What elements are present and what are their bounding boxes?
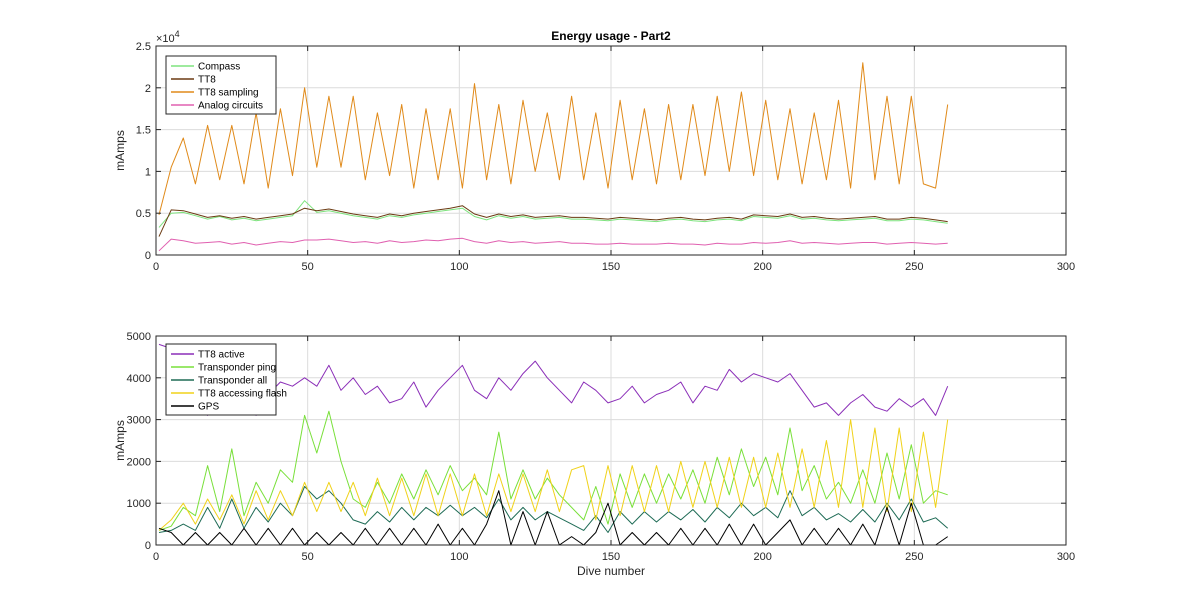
x-tick-label: 0 [153, 551, 159, 563]
chart-title: Energy usage - Part2 [551, 29, 671, 43]
energy-usage-top-axes: 0 50 100 150 200 250 300 0 0.5 1 1.5 2 2.5 ×104 Energy… [113, 29, 1075, 273]
y-tick-label: 0 [145, 540, 151, 552]
legend-entry: Compass [198, 62, 240, 73]
series-line-tt8-sampling [158, 62, 949, 216]
series-line-compass [158, 200, 948, 228]
y-tick-label: 2 [145, 83, 151, 95]
series-line-transponder-ping [158, 410, 948, 531]
x-axis-label: Dive number [577, 564, 645, 578]
legend-entry: TT8 active [198, 350, 245, 361]
x-tick-label: 250 [905, 261, 923, 273]
series-line-tt8-accessing-flash [158, 419, 949, 531]
series-line-tt8-active [158, 343, 949, 416]
series-line-tt8 [158, 205, 948, 237]
x-tick-label: 0 [153, 261, 159, 273]
y-tick-label: 1 [145, 166, 151, 178]
y-tick-label: 0 [145, 250, 151, 262]
legend-entry: Transponder all [198, 376, 267, 387]
y-tick-label: 0.5 [136, 208, 151, 220]
legend-entry: Analog circuits [198, 101, 263, 112]
x-tick-label: 50 [302, 551, 314, 563]
series-line-gps [158, 490, 948, 546]
legend-entry: GPS [198, 402, 219, 413]
x-tick-label: 300 [1057, 551, 1075, 563]
y-tick-label: 1000 [127, 498, 151, 510]
legend-entry: Transponder ping [198, 363, 276, 374]
x-tick-label: 150 [602, 261, 620, 273]
series-line-analog-circuits [158, 237, 948, 252]
x-tick-label: 100 [450, 261, 468, 273]
x-tick-label: 250 [905, 551, 923, 563]
x-tick-label: 150 [602, 551, 620, 563]
y-tick-label: 2000 [127, 456, 151, 468]
y-axis-label: mAmps [113, 130, 127, 171]
x-tick-label: 300 [1057, 261, 1075, 273]
legend-entry: TT8 accessing flash [198, 389, 287, 400]
y-axis-label: mAmps [113, 420, 127, 461]
x-tick-label: 100 [450, 551, 468, 563]
y-tick-label: 4000 [127, 373, 151, 385]
y-exponent-label: ×104 [156, 29, 180, 45]
y-tick-label: 2.5 [136, 41, 151, 53]
y-exponent-power: 4 [175, 29, 180, 39]
y-tick-label: 1.5 [136, 125, 151, 137]
legend-entry: TT8 sampling [198, 88, 259, 99]
x-tick-label: 200 [753, 551, 771, 563]
y-tick-label: 3000 [127, 415, 151, 427]
x-tick-label: 200 [753, 261, 771, 273]
series-line-transponder-all [158, 486, 949, 533]
y-tick-label: 5000 [127, 331, 151, 343]
energy-usage-bottom-axes: 0 50 100 150 200 250 300010002000300040005000m… [113, 331, 1075, 578]
legend-entry: TT8 [198, 75, 216, 86]
x-tick-label: 50 [302, 261, 314, 273]
